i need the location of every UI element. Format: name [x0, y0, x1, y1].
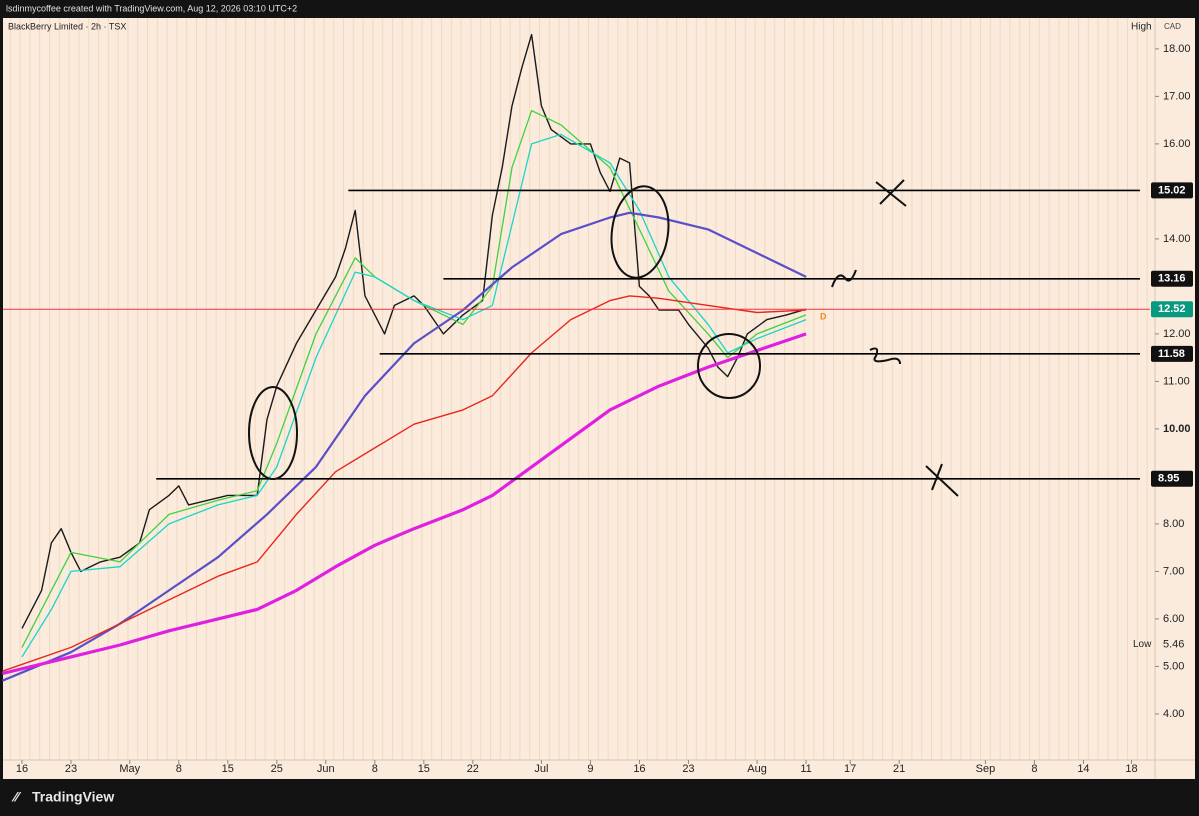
squiggle-annotation — [869, 347, 901, 365]
level-label-box — [1151, 182, 1193, 199]
footer-logo: ⁄⁄ — [11, 789, 21, 805]
level-label: 11.58 — [1158, 348, 1185, 360]
grid — [21, 48, 1159, 764]
x-tick-label: Jul — [534, 763, 548, 775]
plot-area — [3, 18, 1155, 760]
series-line — [2, 295, 807, 672]
price-axis — [1155, 18, 1195, 760]
squiggle-annotation — [831, 269, 857, 288]
level-label-box — [1151, 470, 1193, 487]
series-line — [2, 332, 807, 676]
x-annotation — [925, 463, 959, 497]
x-tick-label: May — [119, 763, 140, 775]
high-label: High — [1131, 22, 1152, 33]
x-tick-label: 15 — [222, 763, 234, 775]
x-tick-label: 15 — [418, 763, 430, 775]
currency: CAD — [1164, 22, 1181, 31]
x-tick-label: 17 — [844, 763, 856, 775]
x-tick-label: 8 — [1031, 763, 1037, 775]
x-tick-label: Jun — [317, 763, 335, 775]
x-tick-label: 23 — [65, 763, 77, 775]
x-tick-label: 14 — [1077, 763, 1089, 775]
y-tick-label: 16.00 — [1163, 138, 1191, 150]
x-tick-label: Aug — [747, 763, 767, 775]
circle-annotation — [248, 386, 298, 480]
x-tick-label: 23 — [682, 763, 694, 775]
x-tick-label: 8 — [176, 763, 182, 775]
x-tick-label: 22 — [467, 763, 479, 775]
y-tick-label: 5.00 — [1163, 660, 1184, 672]
level-label-box — [1151, 270, 1193, 287]
x-tick-label: 9 — [587, 763, 593, 775]
x-tick-label: 8 — [372, 763, 378, 775]
y-tick-label: 14.00 — [1163, 233, 1191, 245]
y-tick-label: 17.00 — [1163, 90, 1191, 102]
session-marker: D — [820, 312, 827, 322]
last-price-box — [1151, 301, 1193, 318]
marks — [1, 33, 1150, 682]
circle-annotation — [697, 333, 761, 399]
level-label: 8.95 — [1158, 473, 1179, 485]
x-tick-label: Sep — [976, 763, 996, 775]
x-tick-label: 16 — [16, 763, 28, 775]
header: lsdinmycoffee created with TradingView.c… — [6, 3, 297, 13]
x-tick-label: 25 — [271, 763, 283, 775]
level-label: 15.02 — [1158, 184, 1186, 196]
level-label-box — [1151, 345, 1193, 362]
y-tick-label: 8.00 — [1163, 518, 1184, 530]
footer: TradingView — [32, 789, 114, 805]
last-price-label: 12.52 — [1158, 303, 1186, 315]
series-line — [21, 133, 807, 658]
low-label: Low — [1133, 639, 1152, 650]
annotations — [248, 179, 959, 497]
y-tick-label: 18.00 — [1163, 43, 1191, 55]
y-tick-label: 6.00 — [1163, 613, 1184, 625]
series-line — [1, 211, 807, 682]
y-tick-label: 4.00 — [1163, 708, 1184, 720]
x-tick-label: 11 — [800, 763, 811, 775]
x-annotation — [875, 179, 907, 207]
x-tick-label: 18 — [1125, 763, 1137, 775]
level-label: 13.16 — [1158, 273, 1186, 285]
y-tick-label: 12.00 — [1163, 328, 1191, 340]
y-tick-label: 10.00 — [1163, 423, 1191, 435]
x-tick-label: 21 — [893, 763, 905, 775]
chart-title: BlackBerry Limited · 2h · TSX — [8, 21, 126, 31]
y-tick-label: 11.00 — [1163, 375, 1190, 387]
y-tick-label: 7.00 — [1163, 565, 1184, 577]
time-axis — [3, 760, 1195, 779]
low-value: 5.46 — [1163, 638, 1184, 650]
circle-annotation — [610, 185, 670, 279]
series-line — [21, 109, 807, 648]
x-tick-label: 16 — [633, 763, 645, 775]
